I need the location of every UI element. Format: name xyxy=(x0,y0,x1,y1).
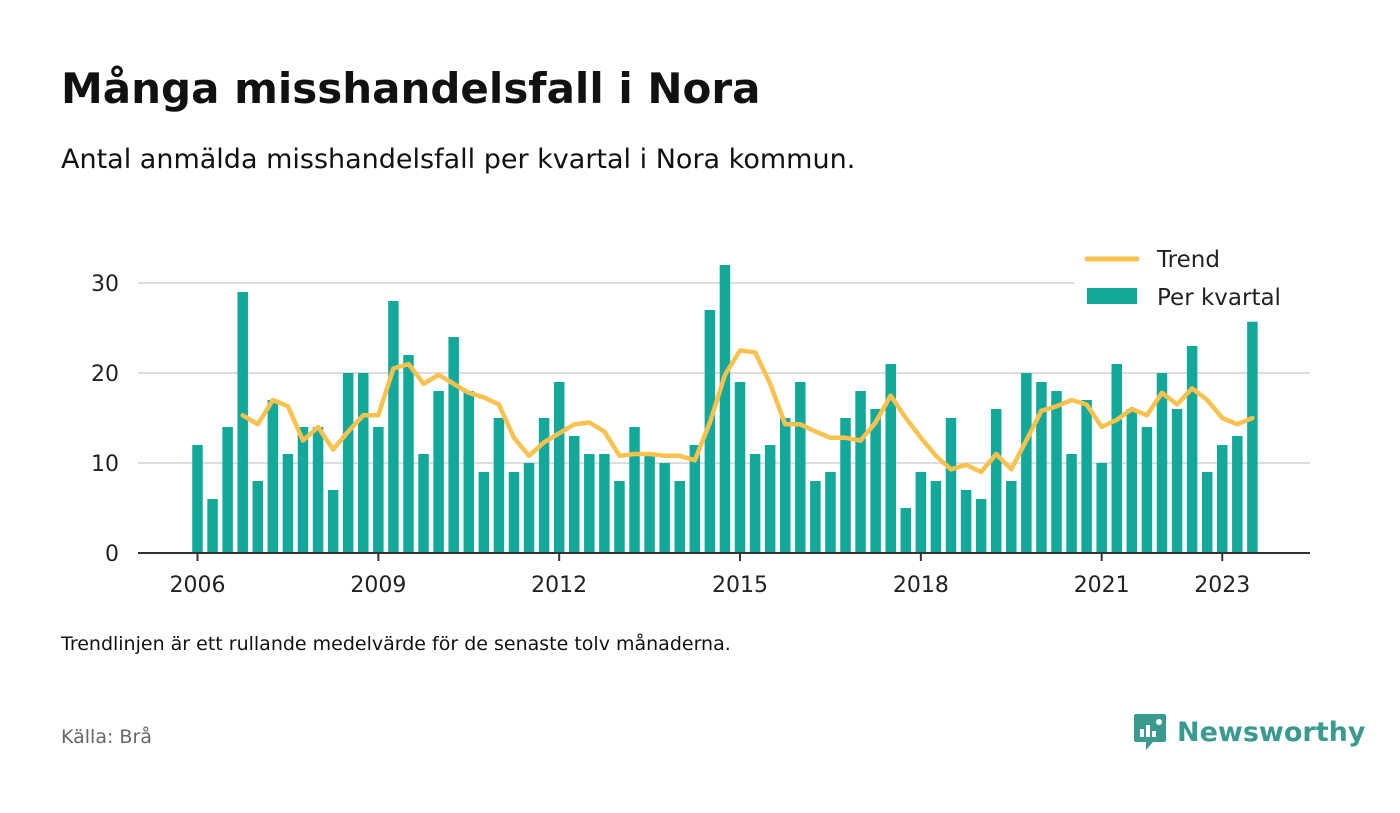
legend-background xyxy=(1074,242,1310,318)
bar xyxy=(990,409,1002,553)
axes: 2006 2009 2012 2015 2018 2021 2023 xyxy=(138,552,1310,598)
bar xyxy=(1111,364,1123,553)
bar xyxy=(297,427,309,553)
bar xyxy=(1051,391,1062,553)
bar xyxy=(373,427,384,553)
chart-title: Många misshandelsfall i Nora xyxy=(61,64,761,113)
bar-series xyxy=(192,265,1258,553)
bar xyxy=(1021,373,1032,553)
bar xyxy=(1186,346,1198,553)
bar xyxy=(870,409,881,553)
bar xyxy=(1156,373,1168,553)
bar xyxy=(1217,445,1228,553)
x-tick-label: 2021 xyxy=(1074,573,1130,598)
bar xyxy=(1141,427,1153,553)
bar xyxy=(418,454,429,553)
bar xyxy=(252,481,264,553)
x-tick-label: 2009 xyxy=(350,573,406,598)
x-tick-label: 2023 xyxy=(1194,573,1250,598)
bar xyxy=(463,391,475,553)
bar xyxy=(1036,382,1047,553)
bar xyxy=(825,472,836,553)
bar xyxy=(599,454,610,553)
bar xyxy=(327,490,339,553)
bar xyxy=(795,382,806,553)
trend-series xyxy=(240,348,1255,475)
bar xyxy=(629,427,640,553)
bar xyxy=(312,427,324,553)
bar xyxy=(734,382,746,553)
source-label: Källa: Brå xyxy=(61,726,152,748)
bar xyxy=(1081,400,1092,553)
trend-line xyxy=(240,348,1255,475)
bar xyxy=(222,427,233,553)
bar xyxy=(840,418,851,553)
bar xyxy=(358,373,369,553)
trend-note: Trendlinjen är ett rullande medelvärde f… xyxy=(61,633,731,655)
bar xyxy=(659,463,670,553)
bar xyxy=(342,373,354,553)
x-tick-label: 2018 xyxy=(893,573,949,598)
bar xyxy=(810,481,821,553)
bar xyxy=(508,472,520,553)
bar xyxy=(523,463,535,553)
bar xyxy=(1232,436,1243,553)
bar xyxy=(237,292,248,553)
bar xyxy=(1247,321,1258,553)
bar xyxy=(538,418,550,553)
bar xyxy=(1006,481,1017,553)
bar xyxy=(764,445,776,553)
bar xyxy=(930,481,942,553)
bar xyxy=(553,382,565,553)
bar xyxy=(448,337,459,553)
bar xyxy=(584,454,595,553)
chart: 0 10 20 30 2006 2009 2012 2015 2018 2021 2023 Tre… xyxy=(91,242,1310,598)
bar xyxy=(569,436,580,553)
bar xyxy=(282,454,294,553)
x-tick-label: 2006 xyxy=(170,573,226,598)
brand-name: Newsworthy xyxy=(1177,716,1366,748)
bar xyxy=(749,454,761,553)
bar xyxy=(704,310,716,553)
bar xyxy=(779,418,791,553)
bar xyxy=(388,301,399,553)
bar xyxy=(478,472,490,553)
bar xyxy=(674,481,685,553)
y-tick-label: 30 xyxy=(91,272,119,297)
bar xyxy=(719,265,731,553)
bar xyxy=(433,391,444,553)
bar xyxy=(915,472,927,553)
chart-subtitle: Antal anmälda misshandelsfall per kvarta… xyxy=(61,144,856,175)
bar xyxy=(945,418,957,553)
bar xyxy=(885,364,896,553)
bar xyxy=(614,481,625,553)
y-tick-label: 10 xyxy=(91,452,119,477)
bar xyxy=(1066,454,1077,553)
legend-bar-swatch xyxy=(1087,288,1137,304)
legend-bar-label: Per kvartal xyxy=(1157,285,1281,311)
bar xyxy=(1096,463,1107,553)
bar xyxy=(1201,472,1213,553)
bar xyxy=(1171,409,1183,553)
x-tick-label: 2012 xyxy=(531,573,587,598)
x-tick-label: 2015 xyxy=(712,573,768,598)
bar xyxy=(900,508,912,553)
bar xyxy=(644,454,655,553)
bar xyxy=(403,355,414,553)
bar xyxy=(975,499,987,553)
newsworthy-logo-icon xyxy=(1134,714,1166,750)
legend: Trend Per kvartal xyxy=(1074,242,1310,318)
y-tick-label: 20 xyxy=(91,362,119,387)
bar xyxy=(689,445,701,553)
y-tick-label: 0 xyxy=(105,542,119,567)
bar xyxy=(267,400,279,553)
bar xyxy=(493,418,505,553)
bar xyxy=(1126,409,1138,553)
brand-logo[interactable]: Newsworthy xyxy=(1133,712,1365,752)
bar xyxy=(207,499,218,553)
bar xyxy=(855,391,866,553)
bar xyxy=(192,445,203,553)
legend-trend-label: Trend xyxy=(1156,247,1220,273)
bar xyxy=(960,490,972,553)
